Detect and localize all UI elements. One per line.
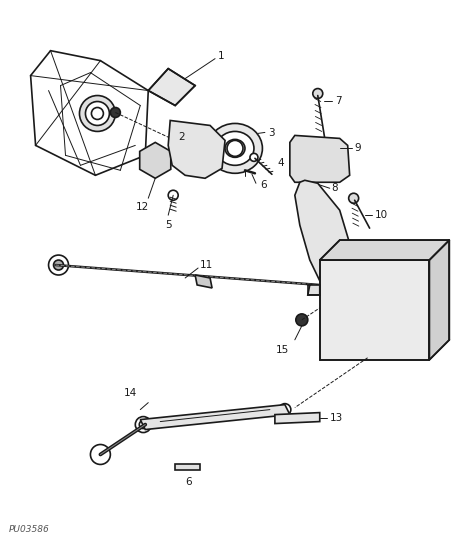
Polygon shape bbox=[275, 413, 320, 424]
Circle shape bbox=[48, 255, 69, 275]
Text: 3: 3 bbox=[268, 128, 274, 138]
Polygon shape bbox=[290, 135, 350, 182]
Text: PU03586: PU03586 bbox=[9, 525, 49, 534]
Circle shape bbox=[305, 178, 315, 188]
Circle shape bbox=[352, 272, 428, 348]
Circle shape bbox=[384, 305, 394, 315]
Ellipse shape bbox=[225, 139, 245, 158]
Polygon shape bbox=[320, 260, 429, 360]
Circle shape bbox=[380, 300, 400, 320]
Circle shape bbox=[54, 260, 64, 270]
Text: 13: 13 bbox=[330, 413, 343, 422]
Text: 1: 1 bbox=[218, 51, 225, 61]
Circle shape bbox=[279, 404, 291, 416]
Polygon shape bbox=[429, 240, 449, 360]
Circle shape bbox=[80, 96, 115, 132]
Polygon shape bbox=[168, 121, 225, 178]
Text: 2: 2 bbox=[178, 132, 185, 143]
Polygon shape bbox=[175, 465, 200, 471]
Circle shape bbox=[372, 292, 408, 328]
Circle shape bbox=[227, 140, 243, 156]
Circle shape bbox=[110, 107, 120, 117]
Circle shape bbox=[168, 190, 178, 200]
Ellipse shape bbox=[208, 123, 263, 173]
Circle shape bbox=[313, 88, 323, 98]
Polygon shape bbox=[148, 69, 195, 106]
Circle shape bbox=[349, 193, 359, 203]
Text: 12: 12 bbox=[136, 202, 149, 212]
Circle shape bbox=[85, 102, 109, 126]
Circle shape bbox=[362, 282, 418, 338]
Text: 6: 6 bbox=[260, 180, 266, 190]
Text: 4: 4 bbox=[278, 158, 284, 168]
Text: 8: 8 bbox=[332, 183, 338, 193]
Text: 10: 10 bbox=[374, 210, 388, 220]
Circle shape bbox=[296, 314, 308, 326]
Circle shape bbox=[250, 153, 258, 161]
Circle shape bbox=[135, 416, 151, 432]
Ellipse shape bbox=[216, 132, 254, 165]
Circle shape bbox=[91, 445, 110, 465]
Polygon shape bbox=[140, 142, 171, 178]
Text: 5: 5 bbox=[165, 220, 172, 230]
Polygon shape bbox=[308, 285, 320, 295]
Polygon shape bbox=[195, 275, 212, 288]
Text: 14: 14 bbox=[124, 388, 137, 398]
Polygon shape bbox=[140, 405, 290, 430]
Polygon shape bbox=[320, 240, 449, 260]
Polygon shape bbox=[295, 180, 352, 290]
Text: 15: 15 bbox=[276, 345, 290, 355]
Text: 7: 7 bbox=[335, 96, 341, 106]
Circle shape bbox=[342, 262, 438, 358]
Text: 9: 9 bbox=[355, 143, 361, 153]
Text: 6: 6 bbox=[185, 477, 191, 487]
Text: 11: 11 bbox=[200, 260, 213, 270]
